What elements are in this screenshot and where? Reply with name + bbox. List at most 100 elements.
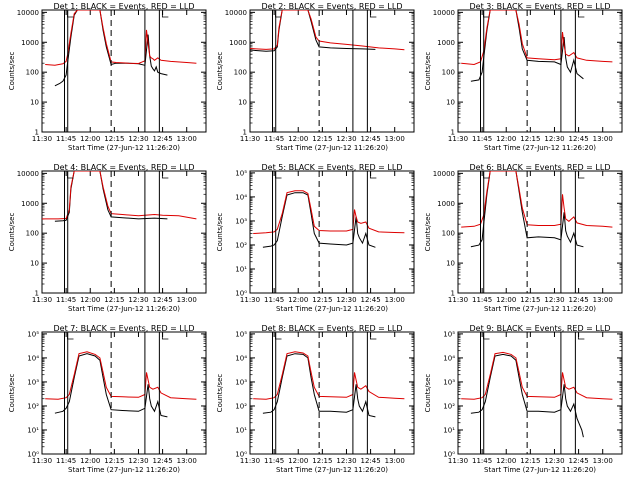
y-axis-label: Counts/sec [424,213,432,252]
x-tick-label: 12:00 [288,296,308,304]
y-tick-label: 10⁰ [443,451,455,459]
panel-title: Det 1: BLACK = Events, RED = LLD [54,2,195,11]
x-tick-label: 12:15 [312,457,332,465]
x-tick-label: 12:45 [568,135,588,143]
x-tick-label: 11:30 [240,457,260,465]
bracket-marker [483,172,490,179]
y-tick-label: 1000 [229,39,247,47]
x-tick-label: 12:15 [312,296,332,304]
bracket-marker [67,172,74,179]
x-axis-label: Start Time (27-Jun-12 11:26:20) [276,466,388,474]
x-tick-label: 11:30 [448,135,468,143]
series-events [262,353,376,418]
y-axis-label: Counts/sec [424,52,432,91]
x-tick-label: 11:45 [264,135,284,143]
series-events [470,171,584,248]
y-tick-label: 10⁰ [235,290,247,298]
y-tick-label: 10³ [27,378,39,386]
x-tick-label: 12:00 [80,135,100,143]
y-tick-label: 10¹ [443,426,455,434]
x-tick-label: 11:30 [32,296,52,304]
y-tick-label: 10000 [225,9,247,17]
panel-det-4: 1 10 100 1000 10000 11:30 11:45 12:00 12:15 12:30… [8,163,207,313]
y-tick-label: 10⁵ [235,330,247,338]
series-events [470,353,584,438]
plot-frame [249,170,415,294]
panel-title: Det 9: BLACK = Events, RED = LLD [470,324,611,333]
y-axis-label: Counts/sec [8,374,16,413]
bracket-marker [369,333,377,340]
series-events [470,10,584,82]
x-tick-label: 12:30 [544,296,564,304]
x-tick-label: 11:45 [472,135,492,143]
bracket-marker [161,11,169,18]
y-tick-label: 10² [443,402,455,410]
y-tick-label: 1 [35,290,39,298]
y-tick-label: 10000 [433,170,455,178]
y-tick-label: 10⁴ [235,193,247,201]
y-axis-label: Counts/sec [8,52,16,91]
x-tick-label: 12:45 [152,135,172,143]
x-tick-label: 12:45 [152,457,172,465]
y-tick-label: 10¹ [27,426,39,434]
series-lld [253,351,405,400]
panel-det-3: 1 10 100 1000 10000 11:30 11:45 12:00 12:15 12:30… [424,2,623,152]
bracket-marker [577,11,585,18]
y-tick-label: 1000 [21,200,39,208]
x-tick-label: 11:45 [264,296,284,304]
x-tick-label: 12:15 [104,135,124,143]
y-tick-label: 10³ [235,217,247,225]
panel-title: Det 8: BLACK = Events, RED = LLD [262,324,403,333]
series-lld [461,351,613,400]
y-tick-label: 10 [446,99,455,107]
bracket-marker [161,172,169,179]
y-tick-label: 10000 [433,9,455,17]
panel-det-7: 10⁰ 10¹ 10² 10³ 10⁴ 10⁵ 11:30 11:45 12:00 12:15 12… [8,324,207,474]
y-tick-label: 10² [235,241,247,249]
y-tick-label: 10000 [17,170,39,178]
x-tick-label: 12:30 [128,135,148,143]
bracket-marker [67,333,74,340]
bracket-marker [275,11,282,18]
x-tick-label: 11:30 [240,296,260,304]
x-tick-label: 12:00 [496,135,516,143]
panel-title: Det 3: BLACK = Events, RED = LLD [470,2,611,11]
x-axis-label: Start Time (27-Jun-12 11:26:20) [68,144,180,152]
y-tick-label: 10 [446,260,455,268]
series-lld [250,10,405,51]
x-tick-label: 11:45 [56,457,76,465]
x-axis-label: Start Time (27-Jun-12 11:26:20) [68,466,180,474]
y-tick-label: 10¹ [235,426,247,434]
x-tick-label: 11:45 [472,296,492,304]
y-tick-label: 10³ [443,378,455,386]
x-tick-label: 13:00 [593,135,613,143]
bracket-marker [275,172,282,179]
x-axis-label: Start Time (27-Jun-12 11:26:20) [484,144,596,152]
x-tick-label: 13:00 [177,457,197,465]
x-axis-label: Start Time (27-Jun-12 11:26:20) [276,305,388,313]
x-tick-label: 12:45 [568,296,588,304]
y-tick-label: 10⁵ [235,169,247,177]
x-axis-label: Start Time (27-Jun-12 11:26:20) [484,305,596,313]
panel-det-1: 1 10 100 1000 10000 11:30 11:45 12:00 12:15 12:30… [8,2,207,152]
x-tick-label: 11:30 [32,135,52,143]
y-axis-label: Counts/sec [8,213,16,252]
x-tick-label: 12:15 [312,135,332,143]
bracket-marker [577,333,585,340]
y-tick-label: 10⁰ [27,451,39,459]
x-axis-label: Start Time (27-Jun-12 11:26:20) [484,466,596,474]
series-events [54,353,168,418]
panel-det-2: 1 10 100 1000 10000 11:30 11:45 12:00 12:15 12:30… [216,2,415,152]
bracket-marker [483,11,490,18]
x-tick-label: 12:30 [128,296,148,304]
x-tick-label: 12:45 [360,296,380,304]
plot-frame [41,170,207,294]
plot-frame [457,331,623,455]
y-tick-label: 10⁵ [443,330,455,338]
x-tick-label: 11:45 [264,457,284,465]
plot-frame [249,9,415,133]
x-tick-label: 12:15 [520,457,540,465]
panel-title: Det 4: BLACK = Events, RED = LLD [54,163,195,172]
y-tick-label: 10⁴ [27,354,39,362]
